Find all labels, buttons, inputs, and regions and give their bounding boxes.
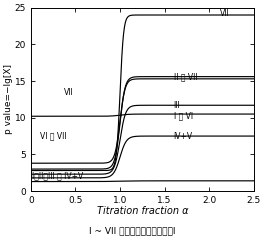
Text: II 或 VII: II 或 VII — [174, 72, 197, 81]
Text: VII: VII — [64, 87, 73, 97]
Y-axis label: p value=−lg[X]: p value=−lg[X] — [4, 64, 13, 135]
Text: I、II、III 或 IV+V: I、II、III 或 IV+V — [32, 171, 83, 180]
Text: I 或 VI: I 或 VI — [174, 111, 193, 120]
Text: IV+V: IV+V — [174, 132, 193, 141]
Text: VII: VII — [220, 9, 229, 18]
Text: VI 或 VII: VI 或 VII — [40, 132, 67, 141]
X-axis label: Titration fraction α: Titration fraction α — [96, 206, 188, 216]
Text: I ~ VII 的意义及实验条件同表I: I ~ VII 的意义及实验条件同表I — [89, 226, 176, 235]
Text: III: III — [174, 101, 180, 110]
